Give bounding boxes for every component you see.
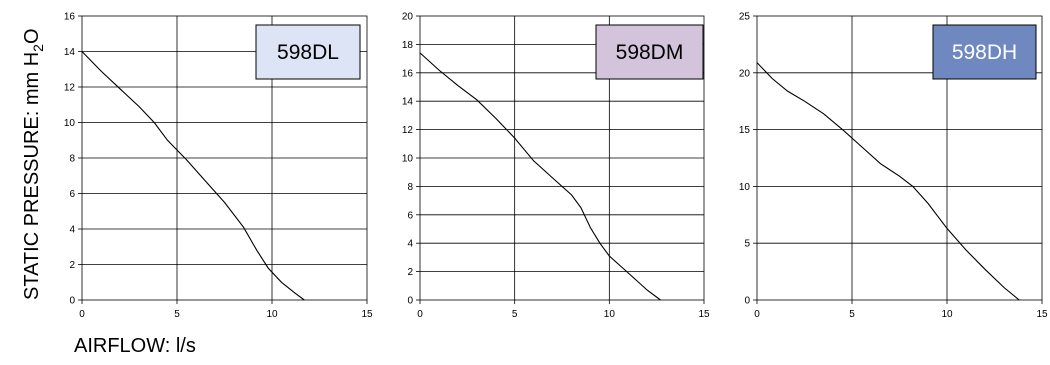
x-axis-title: AIRFLOW: l/s [74, 335, 196, 357]
x-tick-label: 15 [361, 309, 373, 320]
series-line [419, 52, 661, 301]
x-tick-label: 10 [604, 309, 616, 320]
y-tick-label: 4 [407, 239, 413, 250]
x-tick-label: 5 [174, 309, 180, 320]
series-line [81, 51, 305, 301]
plot-frame [81, 15, 368, 301]
x-tick-label: 10 [941, 309, 953, 320]
x-tick-label: 0 [79, 309, 85, 320]
x-tick-label: 0 [754, 309, 760, 320]
y-tick-label: 10 [739, 182, 751, 193]
y-tick-label: 5 [744, 239, 750, 250]
y-tick-label: 25 [739, 12, 751, 23]
model-badge-label: 598DM [616, 41, 684, 64]
plot-frame [419, 15, 705, 301]
y-tick-label: 6 [69, 189, 75, 200]
model-badge [255, 24, 361, 80]
plot-frame [756, 15, 1043, 301]
y-axis-title: STATIC PRESSURE: mm H2O [21, 28, 46, 300]
y-tick-label: 2 [69, 260, 75, 271]
x-tick-label: 5 [512, 309, 518, 320]
y-tick-label: 14 [64, 47, 76, 58]
y-tick-label: 10 [64, 118, 76, 129]
y-tick-label: 0 [744, 296, 750, 307]
model-badge-label: 598DL [277, 41, 339, 64]
y-tick-label: 12 [64, 83, 76, 94]
y-tick-label: 16 [64, 12, 76, 23]
chart-598DM: 0 2 4 6 8 10 12 14 16 18 20 0 5 10 15 598DM [402, 12, 710, 321]
y-tick-label: 8 [407, 182, 413, 193]
series-line [756, 62, 1020, 301]
y-tick-label: 20 [739, 68, 751, 79]
y-tick-label: 14 [402, 97, 414, 108]
x-tick-label: 15 [698, 309, 710, 320]
y-tick-label: 12 [402, 125, 414, 136]
y-tick-label: 8 [69, 154, 75, 165]
y-tick-label: 15 [739, 125, 751, 136]
model-badge [595, 24, 704, 80]
model-badge-label: 598DH [952, 41, 1017, 64]
chart-598DH: 0 5 10 15 20 25 0 5 10 15 598DH [739, 12, 1048, 321]
y-tick-label: 6 [407, 210, 413, 221]
y-tick-label: 0 [407, 296, 413, 307]
chart-panels: 0 2 4 6 8 10 12 14 16 0 5 10 15 598DL 0 2 4 6 8 10 12 14 16 18 2… [64, 12, 1048, 321]
y-tick-label: 20 [402, 12, 414, 23]
y-tick-label: 2 [407, 267, 413, 278]
model-badge [932, 24, 1037, 80]
chart-598DL: 0 2 4 6 8 10 12 14 16 0 5 10 15 598DL [64, 12, 373, 321]
x-tick-label: 15 [1036, 309, 1048, 320]
x-tick-label: 5 [849, 309, 855, 320]
y-tick-label: 18 [402, 40, 414, 51]
x-tick-label: 10 [266, 309, 278, 320]
y-tick-label: 4 [69, 225, 75, 236]
y-tick-label: 16 [402, 68, 414, 79]
y-tick-label: 10 [402, 154, 414, 165]
y-tick-label: 0 [69, 296, 75, 307]
x-tick-label: 0 [417, 309, 423, 320]
